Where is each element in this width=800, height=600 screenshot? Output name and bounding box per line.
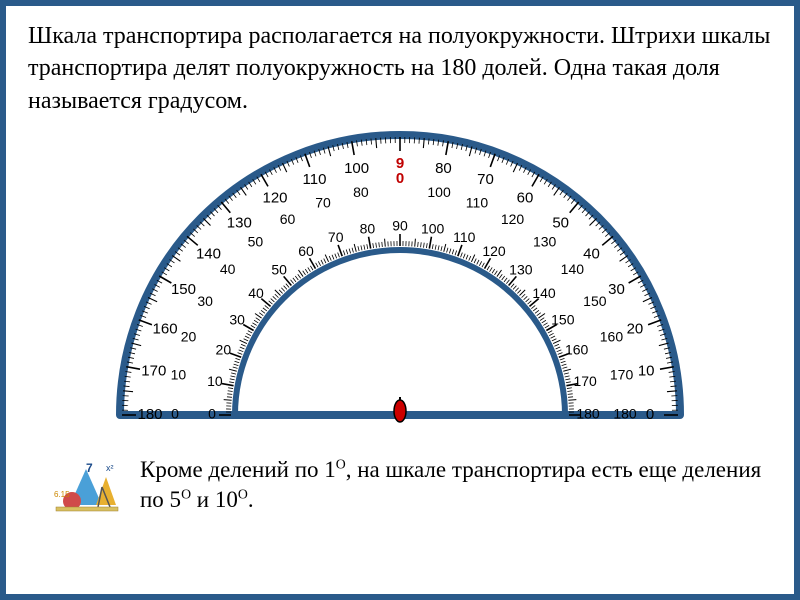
slide-frame: Шкала транспортира располагается на полу… — [0, 0, 800, 600]
svg-text:160: 160 — [153, 321, 178, 338]
svg-text:100: 100 — [427, 184, 451, 200]
svg-text:130: 130 — [509, 262, 533, 278]
svg-text:0: 0 — [396, 170, 404, 187]
svg-text:170: 170 — [141, 363, 166, 380]
math-clipart-icon: 7 x² 6.15 — [52, 457, 122, 513]
svg-text:30: 30 — [197, 293, 213, 309]
svg-text:50: 50 — [248, 234, 264, 250]
svg-text:20: 20 — [181, 329, 197, 345]
svg-text:70: 70 — [315, 194, 331, 210]
svg-text:50: 50 — [271, 262, 287, 278]
svg-text:120: 120 — [262, 190, 287, 207]
svg-text:110: 110 — [453, 229, 476, 245]
svg-text:0: 0 — [646, 406, 654, 423]
svg-text:20: 20 — [627, 321, 644, 338]
svg-text:80: 80 — [435, 160, 452, 177]
svg-text:70: 70 — [328, 229, 344, 245]
svg-text:140: 140 — [196, 245, 221, 262]
svg-text:140: 140 — [532, 285, 556, 301]
svg-text:80: 80 — [353, 184, 369, 200]
svg-text:10: 10 — [171, 367, 187, 383]
top-paragraph: Шкала транспортира располагается на полу… — [28, 20, 772, 117]
svg-text:150: 150 — [171, 281, 196, 298]
bottom-paragraph: Кроме делений по 1О, на шкале транспорти… — [140, 455, 772, 515]
degree-sup-1: О — [336, 457, 346, 472]
svg-text:110: 110 — [466, 194, 489, 210]
svg-text:60: 60 — [298, 243, 314, 259]
svg-text:40: 40 — [220, 261, 236, 277]
svg-text:170: 170 — [573, 373, 597, 389]
svg-text:150: 150 — [583, 293, 607, 309]
bottom-text-1: Кроме делений по 1 — [140, 457, 336, 482]
svg-text:60: 60 — [280, 211, 296, 227]
svg-text:70: 70 — [477, 171, 494, 188]
svg-text:6.15: 6.15 — [54, 490, 70, 499]
svg-text:10: 10 — [638, 363, 655, 380]
svg-text:140: 140 — [561, 261, 585, 277]
svg-text:90: 90 — [392, 218, 408, 234]
svg-text:100: 100 — [344, 160, 369, 177]
svg-text:40: 40 — [248, 285, 264, 301]
svg-text:160: 160 — [600, 329, 624, 345]
svg-text:50: 50 — [552, 215, 569, 232]
svg-text:180: 180 — [613, 406, 637, 422]
svg-text:x²: x² — [106, 463, 114, 473]
svg-text:0: 0 — [171, 406, 179, 422]
svg-text:80: 80 — [360, 221, 376, 237]
svg-text:30: 30 — [229, 312, 245, 328]
svg-text:60: 60 — [517, 190, 534, 207]
svg-text:20: 20 — [216, 342, 232, 358]
svg-text:40: 40 — [583, 245, 600, 262]
svg-text:120: 120 — [501, 211, 525, 227]
protractor-diagram: 1800170101602015030140401305012060110701… — [90, 125, 710, 445]
bottom-period: . — [248, 487, 254, 512]
svg-text:170: 170 — [610, 367, 634, 383]
svg-text:130: 130 — [227, 215, 252, 232]
svg-text:0: 0 — [208, 406, 216, 422]
svg-text:150: 150 — [551, 312, 575, 328]
svg-text:10: 10 — [207, 373, 223, 389]
svg-text:180: 180 — [576, 406, 600, 422]
degree-sup-3: О — [238, 486, 248, 501]
svg-text:7: 7 — [86, 461, 93, 475]
svg-text:30: 30 — [608, 281, 625, 298]
svg-text:120: 120 — [482, 243, 506, 259]
degree-sup-2: О — [181, 486, 191, 501]
svg-text:110: 110 — [303, 171, 327, 188]
bottom-text-3: и 10 — [191, 487, 238, 512]
svg-text:180: 180 — [137, 406, 162, 423]
svg-text:130: 130 — [533, 234, 557, 250]
protractor-container: 1800170101602015030140401305012060110701… — [28, 125, 772, 445]
svg-text:100: 100 — [421, 221, 445, 237]
bottom-row: 7 x² 6.15 Кроме делений по 1О, на шкале тр… — [28, 455, 772, 515]
svg-text:160: 160 — [565, 342, 589, 358]
